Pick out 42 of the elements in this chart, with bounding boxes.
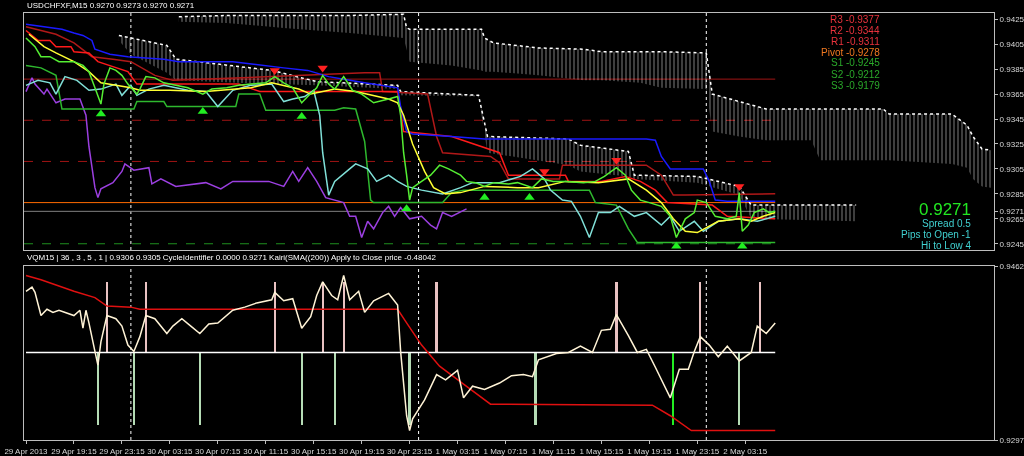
x-tick-label: 30 Apr 03:15: [147, 446, 194, 456]
x-tick-label: 30 Apr 23:15: [386, 446, 433, 456]
annotation: 0.9271: [919, 200, 971, 219]
x-tick-label: 1 May 11:15: [531, 446, 576, 456]
annotation: Hi to Low 4: [921, 240, 972, 251]
y-tick-label: 0.9305: [999, 164, 1024, 174]
x-tick-label: 1 May 03:15: [435, 446, 481, 456]
y-tick-label: 0.9425: [999, 15, 1024, 25]
x-tick-label: 1 May 07:15: [483, 446, 529, 456]
x-tick-label: 1 May 19:15: [627, 446, 672, 456]
x-tick-label: 2 May 03:15: [723, 446, 768, 456]
y-tick-label: 0.9297: [999, 435, 1024, 445]
y-tick-label: 0.9271: [999, 207, 1024, 217]
annotation: R3 -0.9377: [830, 14, 880, 25]
x-tick-label: 1 May 15:15: [579, 446, 624, 456]
chart-title: USDCHFXF,M15 0.9270 0.9273 0.9270 0.9271: [27, 0, 195, 10]
chart-title: VQM15 | 36 , 3 , 5 , 1 | 0.9306 0.9305 CycleIdentifier 0.0000 0.9271 Kairi(SMA((200)) Apply to Close price -0.48042: [27, 252, 437, 262]
y-tick-label: 0.9245: [999, 239, 1024, 249]
annotation: S1 -0.9245: [831, 57, 881, 68]
x-tick-label: 29 Apr 2013: [4, 446, 49, 456]
annotation: Pips to Open -1: [901, 229, 971, 240]
x-tick-label: 30 Apr 15:15: [291, 446, 337, 456]
y-tick-label: 0.9325: [999, 139, 1024, 149]
y-tick-label: 0.9285: [999, 189, 1024, 199]
annotation: S2 -0.9212: [831, 69, 881, 80]
annotation: R1 -0.9311: [831, 36, 881, 47]
y-tick-label: 0.9265: [999, 214, 1024, 224]
x-tick-label: 1 May 23:15: [675, 446, 720, 456]
annotation: R2 -0.9344: [830, 25, 880, 36]
annotation: S3 -0.9179: [831, 80, 881, 91]
y-tick-label: 0.9345: [999, 114, 1024, 124]
x-tick-label: 30 Apr 19:15: [338, 446, 385, 456]
x-tick-label: 30 Apr 07:15: [195, 446, 242, 456]
annotation: Spread 0.5: [922, 218, 972, 229]
y-tick-label: 0.9365: [999, 89, 1024, 99]
x-tick-label: 29 Apr 19:15: [51, 446, 98, 456]
y-tick-label: 0.9462: [999, 261, 1024, 271]
x-tick-label: 29 Apr 23:15: [99, 446, 146, 456]
y-tick-label: 0.9405: [999, 39, 1024, 49]
y-tick-label: 0.9385: [999, 64, 1024, 74]
annotation: Pivot -0.9278: [821, 47, 881, 58]
x-tick-label: 30 Apr 11:15: [243, 446, 289, 456]
